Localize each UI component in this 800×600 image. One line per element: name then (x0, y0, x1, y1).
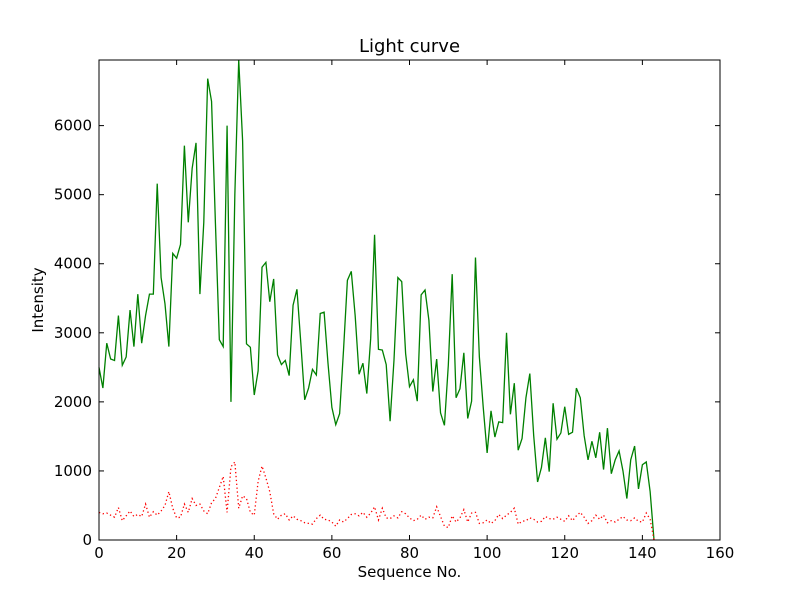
y-tick-label: 4000 (54, 255, 92, 273)
x-tick-label: 120 (550, 544, 579, 562)
x-axis-label: Sequence No. (358, 563, 462, 581)
x-tick-label: 0 (94, 544, 104, 562)
x-tick-label: 100 (473, 544, 502, 562)
series-line-1 (98, 59, 655, 541)
y-tick-label: 5000 (54, 186, 92, 204)
series-layer (98, 59, 655, 541)
y-tick-label: 2000 (54, 393, 92, 411)
y-tick-label: 6000 (54, 117, 92, 135)
x-tick-label: 160 (706, 544, 735, 562)
x-tick-label: 80 (400, 544, 419, 562)
series-line-2 (98, 460, 655, 541)
y-axis-label: Intensity (29, 267, 47, 332)
y-tick-label: 3000 (54, 324, 92, 342)
x-tick-label: 60 (322, 544, 341, 562)
chart-title: Light curve (359, 36, 460, 57)
y-tick-label: 1000 (54, 462, 92, 480)
plot-area (99, 60, 720, 540)
x-tick-label: 140 (628, 544, 657, 562)
x-tick-label: 20 (167, 544, 186, 562)
ticks-layer: 0 20 40 60 80 100 120 140 160 0 1000 2000 3000 4000 50… (54, 60, 735, 562)
x-tick-label: 40 (245, 544, 264, 562)
y-tick-label: 0 (82, 531, 92, 549)
